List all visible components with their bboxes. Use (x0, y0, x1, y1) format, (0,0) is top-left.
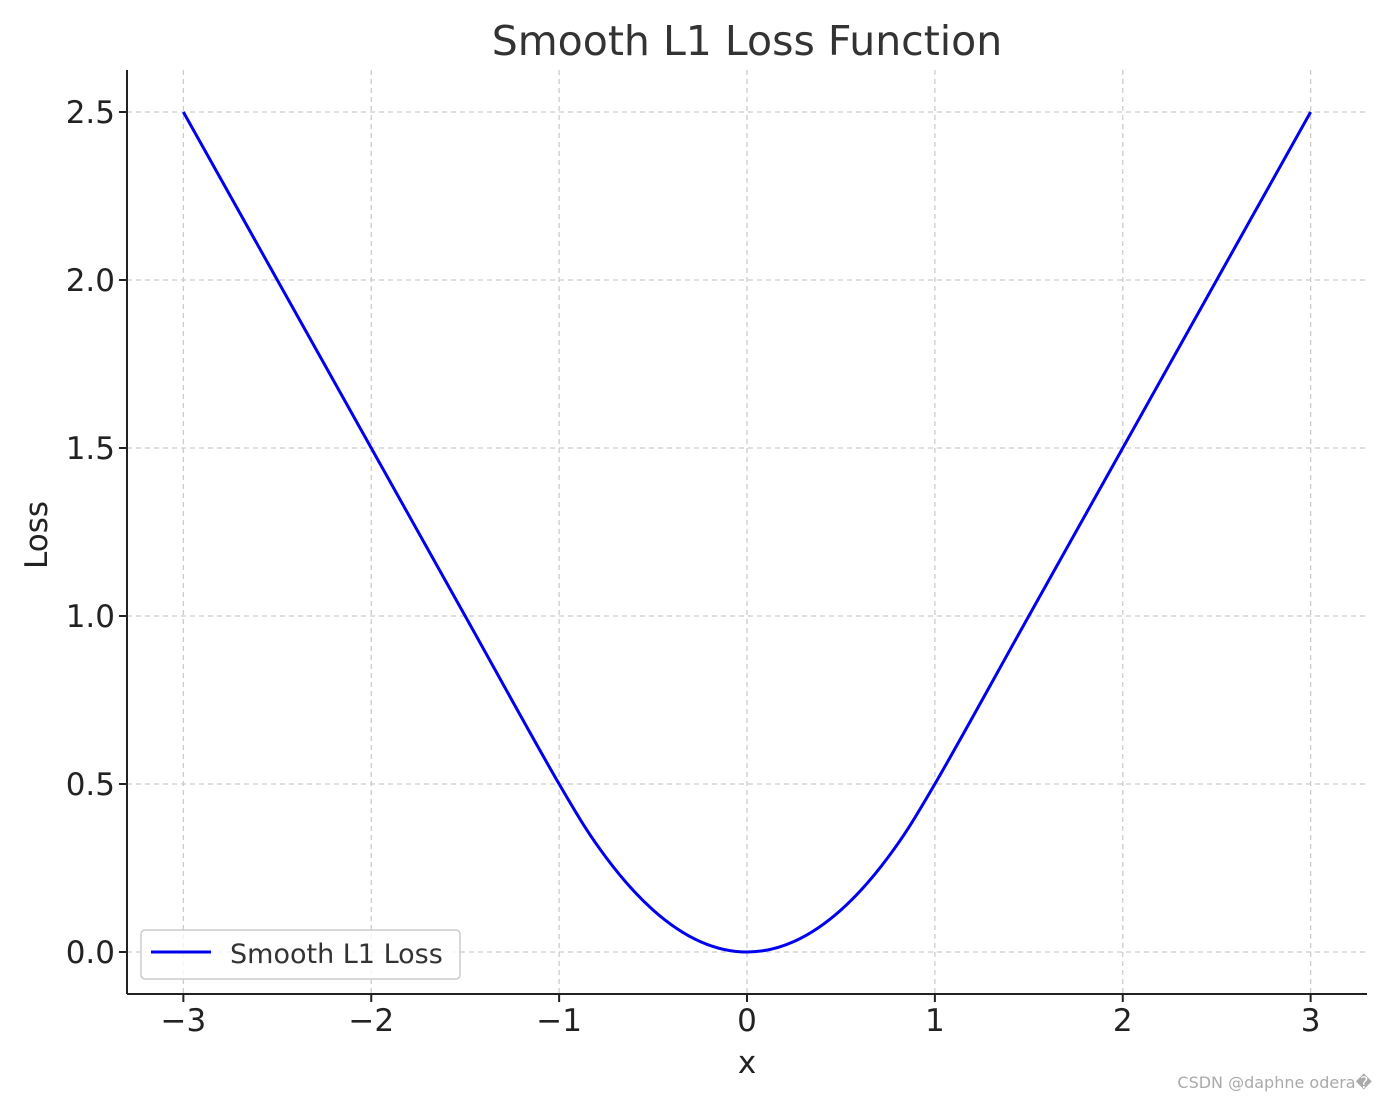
y-tick-label: 1.0 (66, 599, 115, 635)
x-tick-label: −3 (161, 1003, 207, 1039)
legend-label: Smooth L1 Loss (230, 939, 443, 970)
grid (127, 70, 1367, 994)
y-tick-label: 0.5 (66, 767, 115, 803)
x-tick-label: 2 (1113, 1003, 1133, 1039)
series-line-0 (182, 111, 1312, 954)
series-layer (182, 111, 1312, 954)
y-tick-label: 2.0 (66, 263, 115, 299)
legend: Smooth L1 Loss (140, 929, 461, 980)
y-tick-label: 0.0 (66, 935, 115, 971)
x-tick-label: 3 (1301, 1003, 1321, 1039)
chart-title: Smooth L1 Loss Function (492, 17, 1003, 65)
legend-box (140, 929, 461, 980)
y-tick-label: 1.5 (66, 431, 115, 467)
y-tick-label: 2.5 (66, 95, 115, 131)
x-tick-label: −1 (536, 1003, 582, 1039)
x-tick-label: 1 (925, 1003, 945, 1039)
x-tick-label: −2 (348, 1003, 394, 1039)
x-tick-label: 0 (737, 1003, 757, 1039)
watermark: CSDN @daphne odera� (1177, 1073, 1372, 1092)
ticks: −3 −2 −1 0 1 2 3 0.0 0.5 1.0 1.5 2.0 2.5 (66, 95, 1321, 1039)
x-axis-label: x (738, 1045, 756, 1081)
y-axis-label: Loss (19, 501, 55, 569)
